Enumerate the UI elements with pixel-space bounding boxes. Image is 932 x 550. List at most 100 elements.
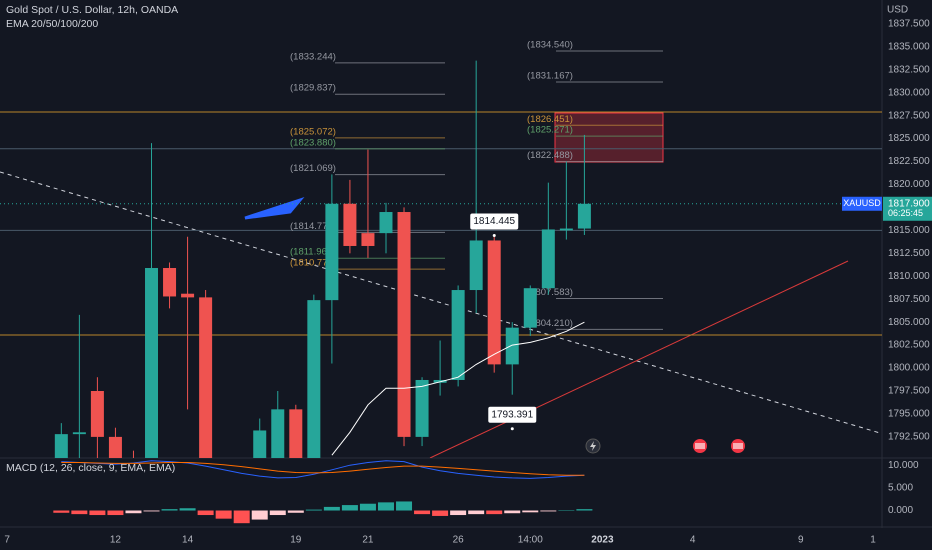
candle-body (469, 240, 483, 291)
macd-bar (576, 509, 593, 511)
candle-body (541, 229, 555, 289)
callout-label: 1814.445 (473, 216, 515, 227)
y-tick-label: 1802.500 (888, 340, 930, 351)
symbol-label: XAUUSD (843, 198, 881, 208)
candle-body (379, 212, 393, 234)
candle-body (108, 436, 122, 458)
macd-bar (341, 505, 358, 511)
macd-bar (323, 506, 340, 511)
macd-bar (359, 503, 376, 511)
x-tick-label: 14:00 (518, 535, 543, 546)
x-tick-label: 12 (110, 535, 122, 546)
macd-line (61, 460, 585, 479)
title: Gold Spot / U.S. Dollar, 12h, OANDA (6, 4, 178, 16)
fib-label: (1821.069) (290, 163, 336, 174)
macd-bar (71, 510, 88, 515)
callout-box (470, 213, 519, 230)
macd-tick-label: 10.000 (888, 460, 919, 471)
macd-bar (53, 510, 70, 513)
candle-body (397, 212, 411, 437)
signal-line (61, 462, 585, 476)
y-tick-label: 1822.500 (888, 156, 930, 167)
fib-label: (1822.488) (527, 150, 573, 161)
y-tick-label: 1825.000 (888, 133, 930, 144)
x-tick-label: 7 (4, 535, 10, 546)
callout-dot (492, 233, 496, 237)
candle-body (271, 409, 285, 458)
y-tick-label: 1827.500 (888, 110, 930, 121)
macd-bar (161, 509, 178, 511)
macd-bar (89, 510, 106, 516)
macd-bar (468, 510, 485, 515)
fib-label: (1826.451) (527, 114, 573, 125)
candle-body (523, 288, 537, 328)
range-box (554, 112, 664, 163)
y-tick-label: 1835.000 (888, 41, 930, 52)
macd-bar (522, 510, 539, 513)
macd-bar (396, 501, 413, 511)
macd-bar (179, 508, 196, 511)
macd-bar (197, 510, 214, 516)
y-tick-label: 1807.500 (888, 294, 930, 305)
x-tick-label: 26 (453, 535, 465, 546)
macd-bar (107, 510, 124, 516)
y-tick-label: 1815.000 (888, 225, 930, 236)
candle-body (307, 300, 321, 458)
macd-bar (143, 510, 160, 512)
candle-body (343, 203, 357, 246)
indicator: EMA 20/50/100/200 (6, 18, 98, 30)
fib-label: (1811.967) (290, 247, 335, 258)
y-tick-label: 1812.500 (888, 248, 930, 259)
y-tick-label: 1832.500 (888, 64, 930, 75)
macd-tick-label: 5.000 (888, 483, 913, 494)
icons (585, 438, 745, 454)
candle-body (577, 203, 591, 229)
candle-body (289, 409, 303, 458)
x-tick-label: 1 (870, 535, 876, 546)
x-tick-label: 2023 (591, 535, 614, 546)
fib-label: (1829.837) (290, 83, 336, 94)
macd-bar (414, 510, 431, 515)
fib-label: (1814.779) (290, 221, 336, 232)
x-tick-label: 19 (290, 535, 302, 546)
macd-bar (287, 510, 304, 513)
price-tag (883, 196, 932, 221)
macd-bar (233, 510, 250, 524)
x-tick-label: 4 (690, 535, 696, 546)
callout-label: 1793.391 (491, 409, 533, 420)
fib-label: (1825.072) (290, 126, 336, 137)
candle-body (559, 228, 573, 231)
y-tick-label: 1837.500 (888, 19, 930, 30)
macd-pane (53, 460, 593, 524)
candle-body (163, 268, 177, 297)
fib-label: (1810.776) (290, 258, 336, 269)
macd-bar (251, 510, 268, 520)
macd-bar (377, 502, 394, 511)
candle-body (361, 233, 375, 246)
candle-body (325, 203, 339, 301)
candle-body (253, 430, 267, 458)
macd-title: MACD (12, 26, close, 9, EMA, EMA) (6, 462, 175, 474)
fib-label: (1833.244) (290, 51, 336, 62)
candle-body (487, 240, 501, 365)
y-tick-label: 1830.000 (888, 87, 930, 98)
fib-label: (1834.540) (527, 40, 573, 51)
y-tick-label: 1797.500 (888, 386, 930, 397)
x-tick-label: 14 (182, 535, 194, 546)
trend-line (0, 171, 881, 434)
macd-bar (450, 510, 467, 516)
macd-bar (269, 510, 286, 516)
macd-bar (215, 510, 232, 519)
candle-body (181, 293, 195, 298)
x-tick-label: 9 (798, 535, 804, 546)
y-tick-label: 1820.000 (888, 179, 930, 190)
macd-tick-label: 0.000 (888, 505, 913, 516)
trend-line (429, 260, 849, 458)
macd-bar (486, 510, 503, 515)
fib-label: (1831.167) (527, 71, 573, 82)
arrow (244, 196, 305, 220)
fib-label: (1804.210) (527, 318, 573, 329)
candle-body (415, 379, 429, 437)
candle-body (54, 434, 68, 458)
